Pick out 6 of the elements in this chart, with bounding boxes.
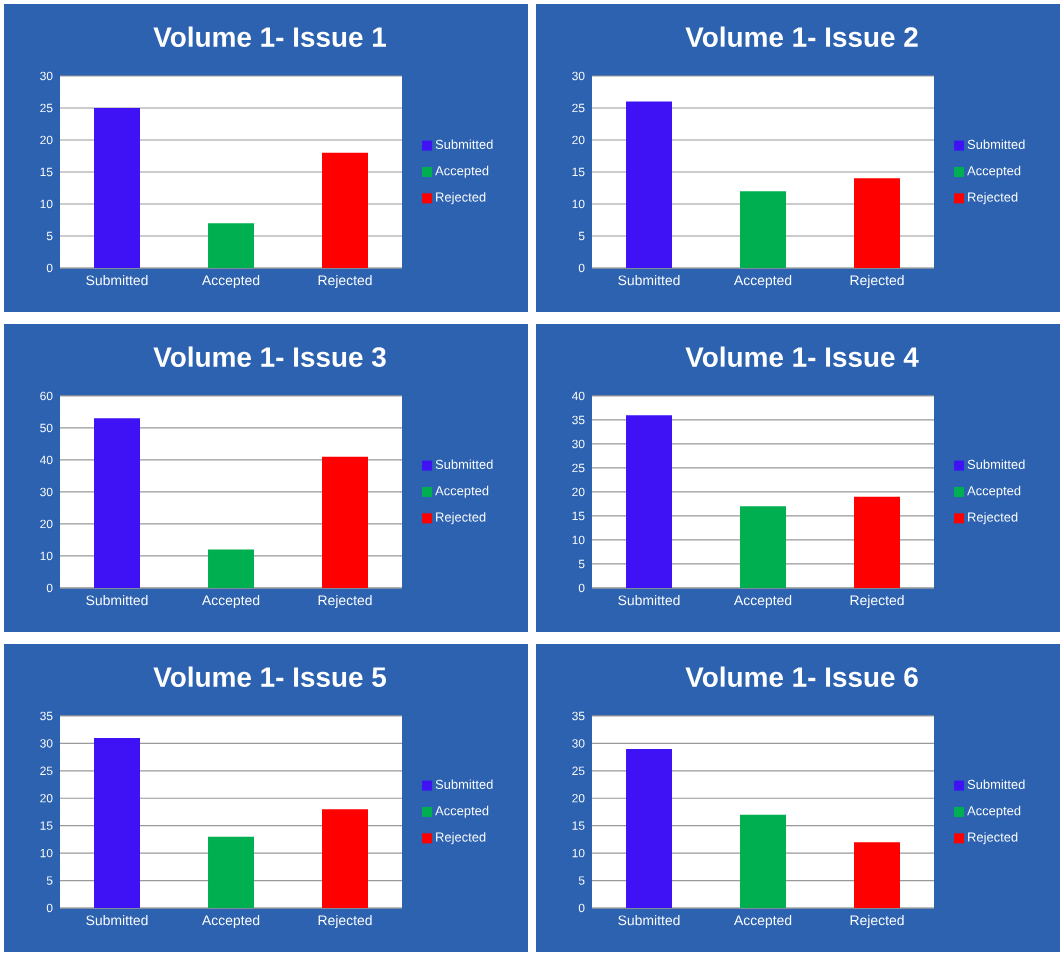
chart-title: Volume 1- Issue 3 [153,346,386,367]
chart-title: Volume 1- Issue 6 [685,666,918,687]
chart-title: Volume 1- Issue 4 [685,346,919,367]
chart-title: Volume 1- Issue 5 [153,666,387,687]
chart-title: Volume 1- Issue 2 [685,26,918,47]
chart-title: Volume 1- Issue 1 [153,26,387,47]
